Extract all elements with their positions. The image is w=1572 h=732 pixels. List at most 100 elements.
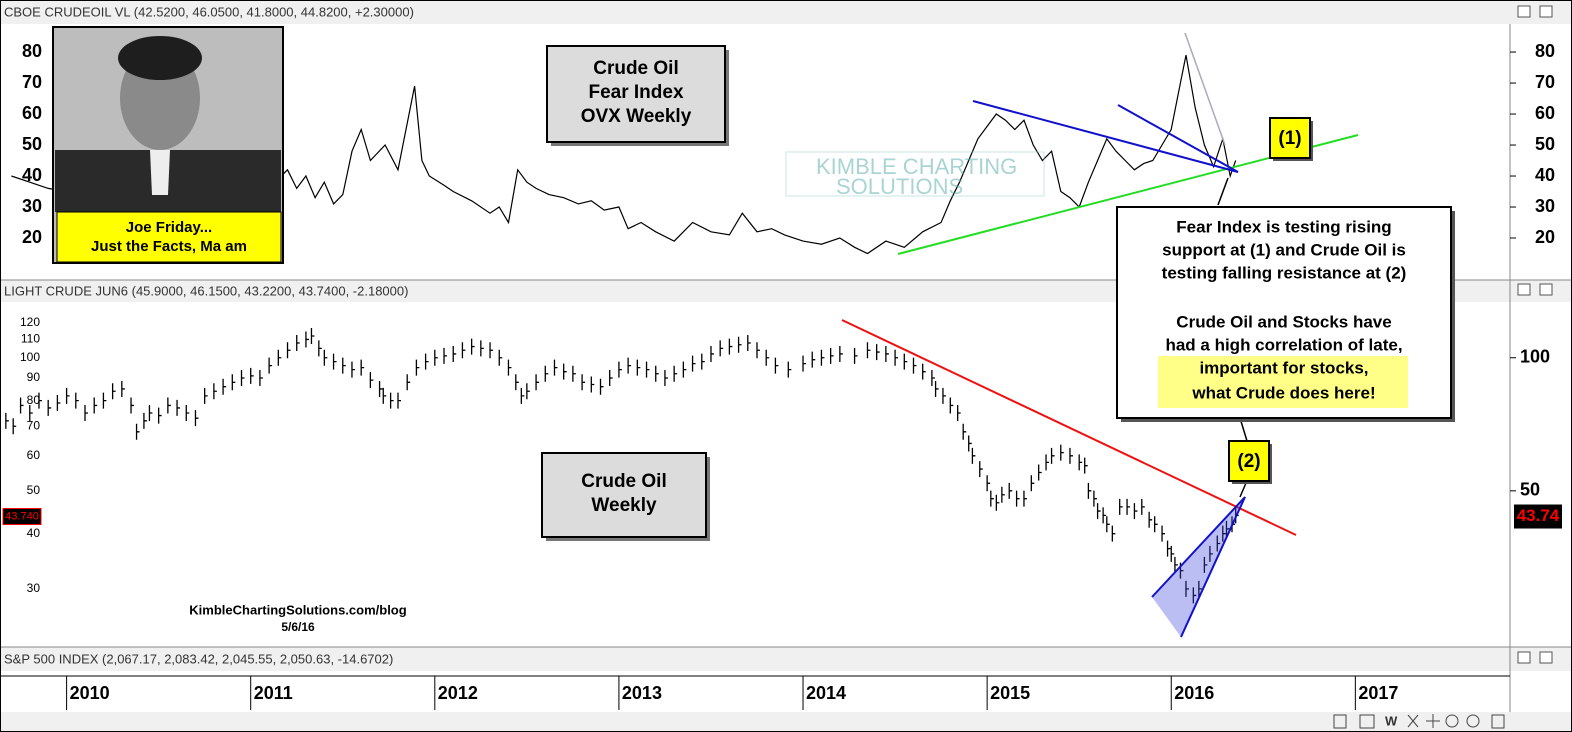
- x-tick-label: 2011: [254, 683, 293, 703]
- price-bar: [452, 345, 457, 362]
- box-text: Fear Index: [588, 82, 683, 103]
- price-bar: [811, 351, 816, 368]
- toolbar-icons[interactable]: [1333, 714, 1505, 729]
- price-bar: [774, 357, 779, 374]
- box-text: OVX Weekly: [581, 106, 692, 127]
- price-bar: [1133, 503, 1138, 520]
- price-bar: [515, 374, 519, 391]
- price-bar: [1166, 540, 1171, 557]
- price-bar: [609, 369, 613, 386]
- price-bar: [213, 383, 217, 400]
- price-bar: [931, 369, 935, 386]
- price-bar: [756, 342, 760, 359]
- price-bar: [645, 361, 650, 378]
- price-bar: [1185, 580, 1189, 597]
- price-bar: [1170, 545, 1175, 562]
- y-tick-label: 50: [22, 134, 42, 154]
- price-bar: [47, 399, 52, 416]
- x-tick-label: 2015: [990, 683, 1030, 703]
- x-tick-label: 2017: [1358, 683, 1398, 703]
- price-bar: [310, 327, 315, 344]
- x-tick-label: 2012: [438, 683, 478, 703]
- price-bar: [710, 345, 714, 362]
- y-tick-label: 120: [20, 315, 40, 329]
- callout: Fear Index is testing rising support at …: [1116, 206, 1455, 422]
- price-bar: [618, 361, 622, 378]
- price-bar: [1174, 556, 1178, 573]
- y-tick-label: 70: [27, 418, 41, 432]
- x-tick-label: 2013: [622, 683, 662, 703]
- price-bar: [130, 397, 135, 414]
- price-bar: [204, 387, 208, 404]
- price-bar: [876, 344, 880, 361]
- price-bar: [1038, 464, 1042, 481]
- price-bar: [949, 397, 954, 414]
- toolbar-label[interactable]: W: [1385, 713, 1398, 728]
- price-bar: [1069, 447, 1073, 464]
- price-bar: [498, 349, 503, 366]
- watermark-frame: [785, 151, 1045, 197]
- y-tick-label: 100: [1520, 347, 1550, 367]
- price-bar: [922, 363, 926, 380]
- callout-text: had a high correlation of late,: [1165, 335, 1402, 354]
- price-bar: [268, 357, 273, 374]
- price-bar: [664, 369, 668, 386]
- y-tick-label: 80: [27, 393, 41, 407]
- price-bar: [259, 369, 263, 386]
- x-tick-label: 2014: [806, 683, 846, 703]
- last-value-box: [1514, 504, 1562, 529]
- price-bar: [1093, 490, 1097, 507]
- label-box: Crude Oil Weekly: [541, 452, 710, 541]
- y-tick-label: 90: [27, 370, 41, 384]
- price-bar: [342, 357, 346, 374]
- price-bar: [56, 395, 61, 412]
- y-tick-label: 80: [22, 41, 42, 61]
- callout-text: what Crude does here!: [1191, 383, 1375, 402]
- price-bar: [572, 365, 576, 382]
- y-tick-label: 60: [1535, 103, 1555, 123]
- y-tick-label: 70: [22, 72, 42, 92]
- label-box: Crude Oil Fear Index OVX Weekly: [546, 45, 729, 146]
- price-bar: [277, 349, 282, 366]
- y-tick-label: 50: [27, 483, 41, 497]
- callout-text: Fear Index is testing rising: [1176, 217, 1391, 236]
- price-bar: [1126, 498, 1131, 515]
- window-buttons[interactable]: [1517, 5, 1553, 664]
- price-bar: [102, 392, 107, 409]
- price-bar: [957, 404, 961, 421]
- toolbar: [0, 712, 1572, 732]
- price-bar: [1060, 444, 1064, 461]
- price-bar: [382, 387, 387, 404]
- price-bar: [5, 412, 9, 429]
- last-value-label: 43.74: [1517, 506, 1560, 525]
- callout-text: important for stocks,: [1199, 358, 1368, 377]
- price-bar: [1096, 503, 1101, 520]
- price-bar: [934, 380, 939, 397]
- price-bar: [682, 361, 687, 378]
- watermark: KIMBLE CHARTING SOLUTIONS: [785, 151, 1045, 199]
- price-bar: [318, 340, 322, 357]
- y-tick-label: 40: [22, 165, 42, 185]
- y-tick-label: 40: [1535, 165, 1555, 185]
- price-bar: [820, 349, 825, 366]
- price-bar: [866, 342, 871, 359]
- price-bar: [286, 342, 291, 359]
- price-bar: [65, 387, 70, 404]
- price-bar: [84, 404, 89, 421]
- price-bar: [903, 353, 908, 370]
- price-bar: [526, 383, 530, 400]
- price-bar: [1192, 587, 1197, 604]
- callout-text: testing falling resistance at (2): [1162, 263, 1407, 282]
- price-bar: [1015, 490, 1020, 507]
- marker-text: (2): [1237, 451, 1260, 472]
- price-bar: [990, 490, 994, 507]
- price-bar: [369, 372, 374, 389]
- price-bar: [1198, 580, 1202, 597]
- price-bar: [986, 475, 991, 492]
- price-bar: [1030, 475, 1035, 492]
- price-bar: [231, 374, 236, 391]
- y-tick-label: 50: [1535, 134, 1555, 154]
- price-bar: [38, 392, 42, 409]
- price-bar: [194, 410, 199, 427]
